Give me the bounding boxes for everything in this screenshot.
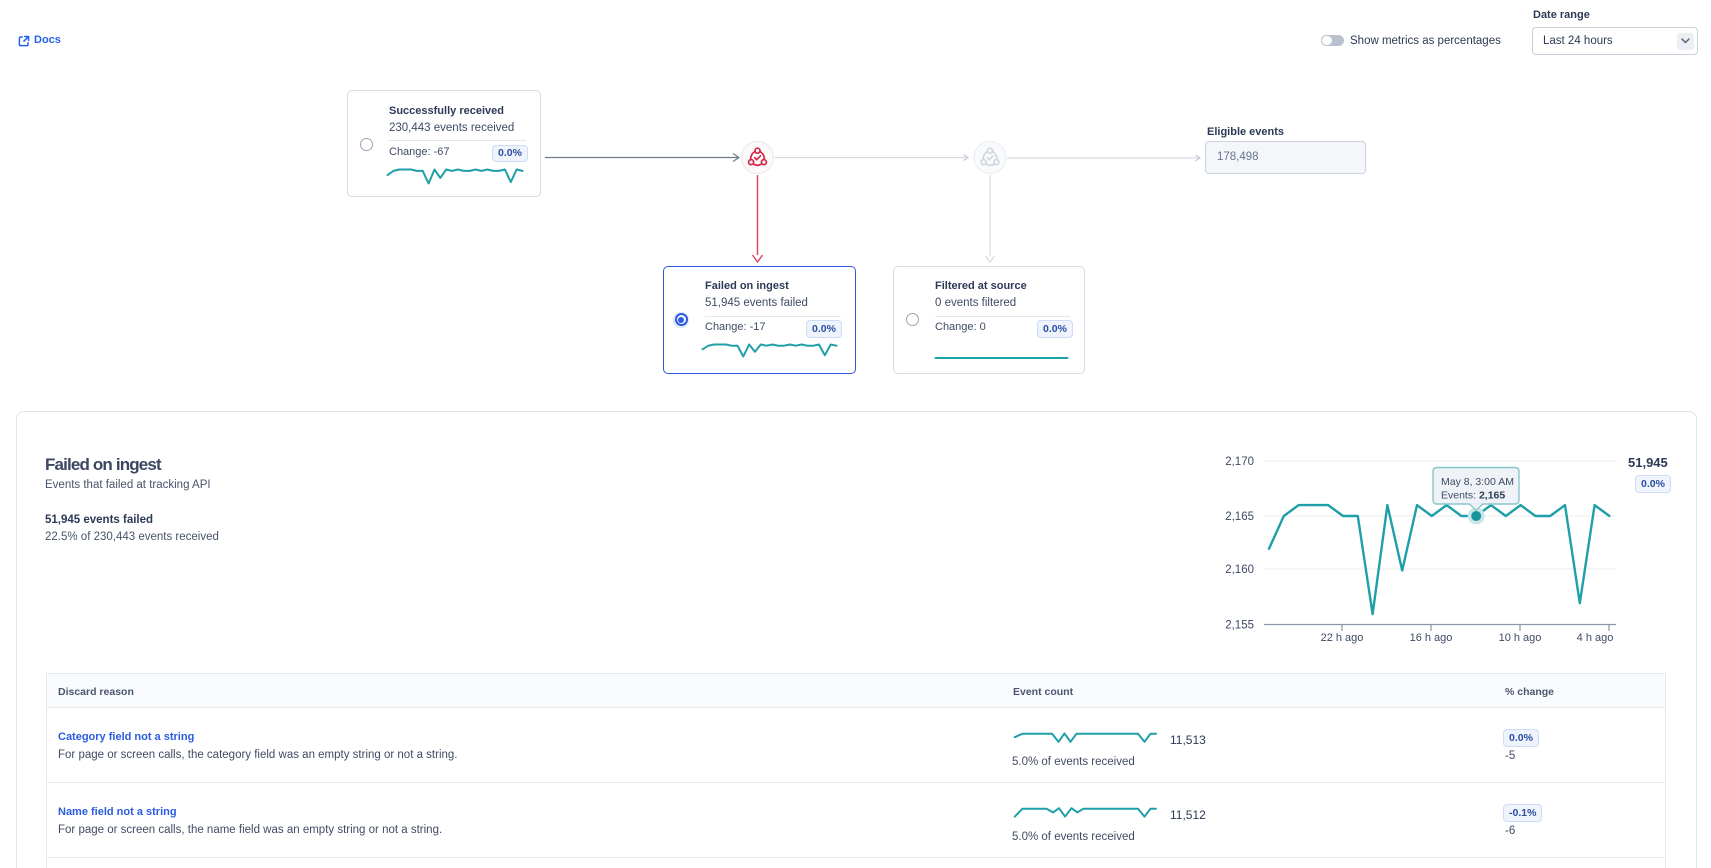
svg-text:2,165: 2,165 [1225,511,1254,523]
svg-text:2,160: 2,160 [1225,564,1254,576]
svg-text:10 h ago: 10 h ago [1499,632,1542,644]
svg-text:4 h ago: 4 h ago [1577,632,1614,644]
svg-text:May 8, 3:00 AM: May 8, 3:00 AM [1441,476,1514,488]
svg-text:2,170: 2,170 [1225,456,1254,468]
svg-text:2,155: 2,155 [1225,620,1254,632]
svg-text:Events: 2,165: Events: 2,165 [1441,490,1505,502]
svg-text:22 h ago: 22 h ago [1321,632,1364,644]
svg-text:16 h ago: 16 h ago [1410,632,1453,644]
